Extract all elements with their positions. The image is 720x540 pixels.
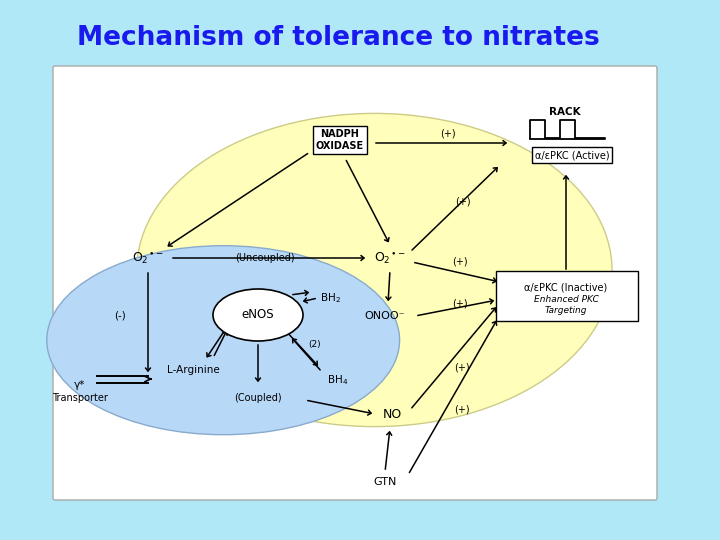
Text: α/εPKC (Active): α/εPKC (Active) <box>535 150 609 160</box>
Text: GTN: GTN <box>373 477 397 487</box>
Text: O$_2$$^{\bullet-}$: O$_2$$^{\bullet-}$ <box>374 251 406 266</box>
Text: ONOO⁻: ONOO⁻ <box>365 311 405 321</box>
Text: L-Arginine: L-Arginine <box>166 365 220 375</box>
FancyBboxPatch shape <box>496 271 638 321</box>
Text: Transporter: Transporter <box>52 393 108 403</box>
Text: (+): (+) <box>454 405 470 415</box>
Text: eNOS: eNOS <box>242 308 274 321</box>
Text: (+): (+) <box>454 363 470 373</box>
Text: (+): (+) <box>440 128 456 138</box>
Text: (2): (2) <box>309 341 321 349</box>
Ellipse shape <box>137 113 612 427</box>
Text: NADPH
OXIDASE: NADPH OXIDASE <box>316 129 364 151</box>
Text: (+): (+) <box>452 298 468 308</box>
Ellipse shape <box>47 246 400 435</box>
Text: (+): (+) <box>452 257 468 267</box>
Ellipse shape <box>213 289 303 341</box>
Text: BH$_4$: BH$_4$ <box>328 373 348 387</box>
Text: (Uncoupled): (Uncoupled) <box>235 253 294 263</box>
FancyBboxPatch shape <box>53 66 657 500</box>
Text: (+): (+) <box>455 197 471 207</box>
Text: RACK: RACK <box>549 107 581 117</box>
Text: (Coupled): (Coupled) <box>234 393 282 403</box>
Text: BH$_2$: BH$_2$ <box>320 291 341 305</box>
Text: (-): (-) <box>114 310 126 320</box>
Text: NO: NO <box>382 408 402 422</box>
Text: O$_2$$^{\bullet-}$: O$_2$$^{\bullet-}$ <box>132 251 163 266</box>
Text: γ*: γ* <box>74 380 86 390</box>
Text: Enhanced PKC
Targeting: Enhanced PKC Targeting <box>534 295 598 315</box>
Text: Mechanism of tolerance to nitrates: Mechanism of tolerance to nitrates <box>77 25 600 51</box>
Text: α/εPKC (Inactive): α/εPKC (Inactive) <box>524 282 608 292</box>
